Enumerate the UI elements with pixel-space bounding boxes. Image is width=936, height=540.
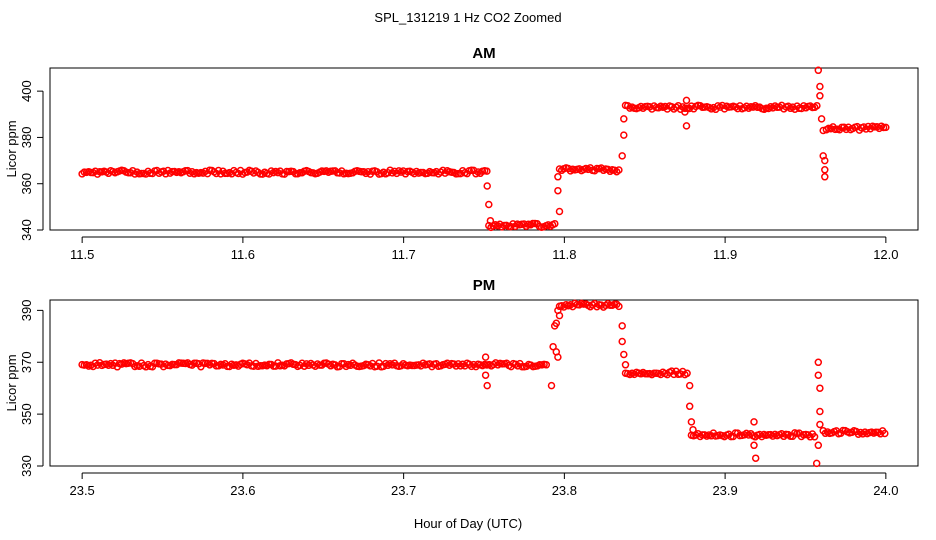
data-point <box>485 200 493 209</box>
data-point <box>814 66 823 75</box>
data-point <box>554 173 562 181</box>
data-point <box>813 101 821 110</box>
x-tick-label: 23.9 <box>712 483 737 498</box>
data-point <box>882 123 890 132</box>
data-point <box>554 186 562 195</box>
data-point <box>750 441 758 450</box>
data-point <box>615 302 623 311</box>
x-tick-label: 11.9 <box>713 247 737 262</box>
data-point <box>618 337 626 346</box>
x-tick-label: 23.8 <box>552 483 577 498</box>
x-tick-label: 11.6 <box>231 247 255 262</box>
data-point <box>682 122 691 130</box>
data-point <box>555 207 564 216</box>
data-point <box>819 126 827 135</box>
y-tick-label: 400 <box>19 80 34 102</box>
data-point <box>751 454 760 462</box>
data-point <box>551 219 559 228</box>
y-axis-label: Licor ppm <box>4 354 19 411</box>
data-point <box>819 152 827 160</box>
data-point <box>814 371 823 379</box>
data-point <box>483 381 491 390</box>
data-point <box>821 156 829 165</box>
x-tick-label: 12.0 <box>873 247 898 262</box>
panel-title: AM <box>472 45 495 62</box>
data-point <box>821 166 829 174</box>
data-point <box>683 369 691 378</box>
x-tick-label: 11.8 <box>552 247 576 262</box>
data-point <box>483 167 491 175</box>
data-point <box>621 361 630 369</box>
data-point <box>881 429 889 438</box>
data-point <box>618 322 626 330</box>
x-tick-label: 23.7 <box>391 483 416 498</box>
panels: AM Licor ppm 11.5 11.6 11.7 11.8 11.9 12.0 340 36… <box>4 45 919 498</box>
x-tick-label: 24.0 <box>873 483 898 498</box>
data-point <box>547 381 556 390</box>
data-point <box>481 353 490 361</box>
data-point <box>689 425 697 434</box>
data-point <box>542 361 551 369</box>
series-points <box>78 66 890 232</box>
panel-am: AM Licor ppm 11.5 11.6 11.7 11.8 11.9 12.0 340 36… <box>4 45 919 262</box>
data-point <box>814 441 823 450</box>
data-point <box>554 353 562 361</box>
x-tick-label: 11.7 <box>391 247 415 262</box>
data-point <box>816 407 824 416</box>
data-point <box>483 182 491 190</box>
x-tick-label: 23.6 <box>230 483 255 498</box>
plot-frame <box>49 67 919 231</box>
data-point <box>810 433 819 441</box>
page-title: SPL_131219 1 Hz CO2 Zoomed <box>374 10 561 25</box>
data-point <box>682 96 691 105</box>
data-point <box>821 173 829 181</box>
y-tick-label: 350 <box>19 403 34 425</box>
data-point <box>620 350 628 359</box>
data-point <box>750 418 758 426</box>
data-point <box>552 319 561 328</box>
x-axis-label: Hour of Day (UTC) <box>414 516 522 531</box>
data-point <box>816 92 824 100</box>
x-tick-label: 23.5 <box>69 483 94 498</box>
data-point <box>816 82 824 91</box>
data-point <box>481 371 490 379</box>
data-point <box>817 115 826 123</box>
y-tick-label: 390 <box>19 300 34 322</box>
data-point <box>618 152 626 160</box>
y-axis-label: Licor ppm <box>4 120 19 177</box>
data-point <box>620 115 628 123</box>
y-tick-label: 330 <box>19 455 34 477</box>
data-point <box>555 311 564 320</box>
panel-pm: PM Licor ppm 23.5 23.6 23.7 23.8 23.9 24.0 330 35… <box>4 277 919 498</box>
data-point <box>681 108 689 116</box>
data-point <box>685 402 694 411</box>
data-point <box>620 131 628 139</box>
data-point <box>685 381 694 390</box>
data-point <box>486 216 495 225</box>
data-point <box>814 358 823 367</box>
data-point <box>816 384 824 392</box>
y-tick-label: 370 <box>19 351 34 373</box>
data-point <box>549 342 557 351</box>
y-tick-label: 360 <box>19 173 34 195</box>
y-tick-label: 380 <box>19 127 34 149</box>
x-tick-label: 11.5 <box>70 247 94 262</box>
plot-frame <box>49 299 919 467</box>
data-point <box>816 420 824 429</box>
series-points <box>78 299 889 468</box>
data-point <box>812 459 821 468</box>
y-tick-label: 340 <box>19 219 34 241</box>
data-point <box>615 166 623 174</box>
data-point <box>687 418 696 426</box>
panel-title: PM <box>473 277 496 294</box>
